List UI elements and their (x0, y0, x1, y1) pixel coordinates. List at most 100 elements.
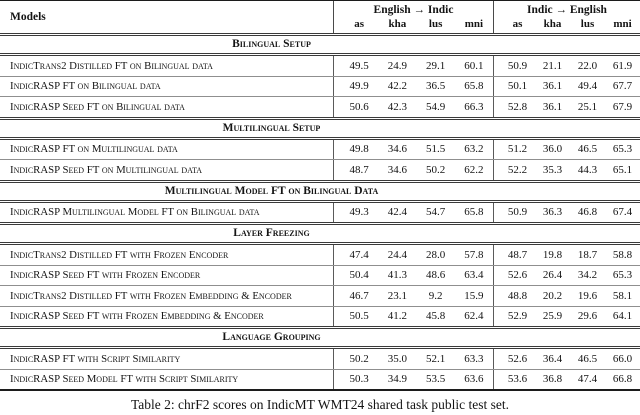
score-group-en-indic: 50.6 42.3 54.9 66.3 (333, 97, 493, 117)
subcol-header-row-indic-en: as kha lus mni (494, 18, 640, 30)
score-cell: 36.5 (426, 80, 446, 93)
score-cell: 49.9 (349, 80, 369, 93)
score-cell: 46.8 (577, 206, 598, 219)
score-group-en-indic: 49.5 24.9 29.1 60.1 (333, 56, 493, 76)
score-cell: 23.1 (387, 289, 407, 302)
score-cell: 42.4 (387, 206, 407, 219)
score-cell: 52.2 (507, 163, 528, 176)
score-cell: 50.3 (349, 373, 369, 386)
model-name-cell: IndicRASP Seed Model FT with Script Simi… (10, 373, 239, 386)
score-group-indic-en: 52.8 36.1 25.1 67.9 (493, 97, 640, 117)
score-group-en-indic: 50.5 41.2 45.8 62.4 (333, 306, 493, 326)
score-cell: 49.4 (577, 80, 598, 93)
score-cell: 21.1 (542, 59, 563, 72)
score-group-indic-en: 53.6 36.8 47.4 66.8 (493, 369, 640, 389)
score-cell: 65.1 (612, 163, 633, 176)
score-cell: 66.3 (464, 100, 484, 113)
score-cell: 50.6 (349, 100, 369, 113)
score-group-indic-en: 52.9 25.9 29.6 64.1 (493, 306, 640, 326)
model-name-cell: IndicTrans2 Distilled FT with Frozen Enc… (10, 248, 229, 261)
score-group-indic-en: 51.2 36.0 46.5 65.3 (493, 139, 640, 159)
subcol-header-en-indic-mni: mni (464, 18, 484, 30)
score-cell: 34.9 (387, 373, 407, 386)
table-row: IndicRASP Seed FT with Frozen Embedding … (0, 305, 640, 326)
score-cell: 44.3 (577, 163, 598, 176)
score-group-indic-en: 50.1 36.1 49.4 67.7 (493, 76, 640, 96)
table-row: IndicRASP Seed FT with Frozen Encoder 50.… (0, 264, 640, 285)
table-row: IndicTrans2 Distilled FT on Bilingual da… (0, 56, 640, 76)
model-name-cell: IndicTrans2 Distilled FT on Bilingual da… (10, 59, 213, 72)
score-cell: 29.6 (577, 310, 598, 323)
score-cell: 50.1 (507, 80, 528, 93)
results-table: Models English → Indic as kha lus mni Indic… (0, 0, 640, 391)
table-row: IndicTrans2 Distilled FT with Frozen Enc… (0, 245, 640, 265)
score-cell: 48.7 (349, 163, 369, 176)
score-cell: 54.9 (426, 100, 446, 113)
score-cell: 35.3 (542, 163, 563, 176)
score-cell: 50.5 (349, 310, 369, 323)
score-cell: 22.0 (577, 59, 598, 72)
group-label-indic-en: Indic → English (527, 4, 607, 16)
score-cell: 24.4 (387, 248, 407, 261)
table-row: IndicRASP FT on Bilingual data 49.9 42.2 36… (0, 75, 640, 96)
score-group-indic-en: 52.6 26.4 34.2 65.3 (493, 265, 640, 285)
score-cell: 58.1 (612, 289, 633, 302)
model-name-cell: IndicRASP Seed FT on Bilingual data (10, 100, 185, 113)
score-cell: 35.0 (387, 352, 407, 365)
score-cell: 36.8 (542, 373, 563, 386)
score-cell: 26.4 (542, 269, 563, 282)
score-cell: 50.2 (349, 352, 369, 365)
model-name-cell: IndicRASP Seed FT with Frozen Embedding … (10, 310, 264, 323)
score-cell: 47.4 (577, 373, 598, 386)
table-row: IndicRASP Seed Model FT with Script Simi… (0, 368, 640, 389)
score-cell: 63.4 (464, 269, 484, 282)
score-group-en-indic: 48.7 34.6 50.2 62.2 (333, 160, 493, 180)
score-cell: 53.5 (426, 373, 446, 386)
model-name-cell: IndicRASP Seed FT on Multilingual data (10, 163, 203, 176)
score-cell: 34.2 (577, 269, 598, 282)
table-body: Bilingual Setup IndicTrans2 Distilled FT … (0, 33, 640, 389)
score-cell: 36.1 (542, 80, 563, 93)
model-name-cell: IndicTrans2 Distilled FT with Frozen Emb… (10, 289, 292, 302)
score-cell: 20.2 (542, 289, 563, 302)
model-name-cell: IndicRASP Multilingual Model FT on Bilin… (10, 206, 260, 219)
score-cell: 54.7 (426, 206, 446, 219)
score-cell: 61.9 (612, 59, 633, 72)
score-cell: 63.2 (464, 143, 484, 156)
score-cell: 51.5 (426, 143, 446, 156)
group-label-en-indic: English → Indic (373, 4, 454, 16)
table-row: IndicTrans2 Distilled FT with Frozen Emb… (0, 285, 640, 306)
score-cell: 36.4 (542, 352, 563, 365)
section-header-bilingual-setup: Bilingual Setup (0, 33, 640, 56)
score-cell: 34.6 (387, 163, 407, 176)
score-cell: 64.1 (612, 310, 633, 323)
section-header-language-grouping: Language Grouping (0, 326, 640, 349)
score-cell: 41.3 (387, 269, 407, 282)
score-cell: 48.7 (507, 248, 528, 261)
score-cell: 47.4 (349, 248, 369, 261)
score-cell: 50.2 (426, 163, 446, 176)
col-header-models: Models (10, 11, 46, 23)
score-cell: 48.8 (507, 289, 528, 302)
score-cell: 36.3 (542, 206, 563, 219)
score-group-en-indic: 49.9 42.2 36.5 65.8 (333, 76, 493, 96)
score-cell: 9.2 (428, 289, 443, 302)
score-cell: 67.9 (612, 100, 633, 113)
score-group-indic-en: 50.9 36.3 46.8 67.4 (493, 202, 640, 222)
score-cell: 24.9 (387, 59, 407, 72)
score-cell: 58.8 (612, 248, 633, 261)
section-header-layer-freezing: Layer Freezing (0, 222, 640, 245)
score-cell: 62.4 (464, 310, 484, 323)
score-cell: 46.5 (577, 352, 598, 365)
subcol-header-indic-en-as: as (512, 18, 523, 30)
score-cell: 52.6 (507, 269, 528, 282)
table-caption: Table 2: chrF2 scores on IndicMT WMT24 s… (131, 397, 509, 412)
section-header-multilingual-model-ft-on-bilingual-data: Multilingual Model FT on Bilingual Data (0, 179, 640, 203)
score-cell: 63.6 (464, 373, 484, 386)
score-cell: 46.7 (349, 289, 369, 302)
score-cell: 48.6 (426, 269, 446, 282)
score-cell: 65.3 (612, 269, 633, 282)
score-group-indic-en: 52.6 36.4 46.5 66.0 (493, 349, 640, 369)
score-cell: 52.6 (507, 352, 528, 365)
